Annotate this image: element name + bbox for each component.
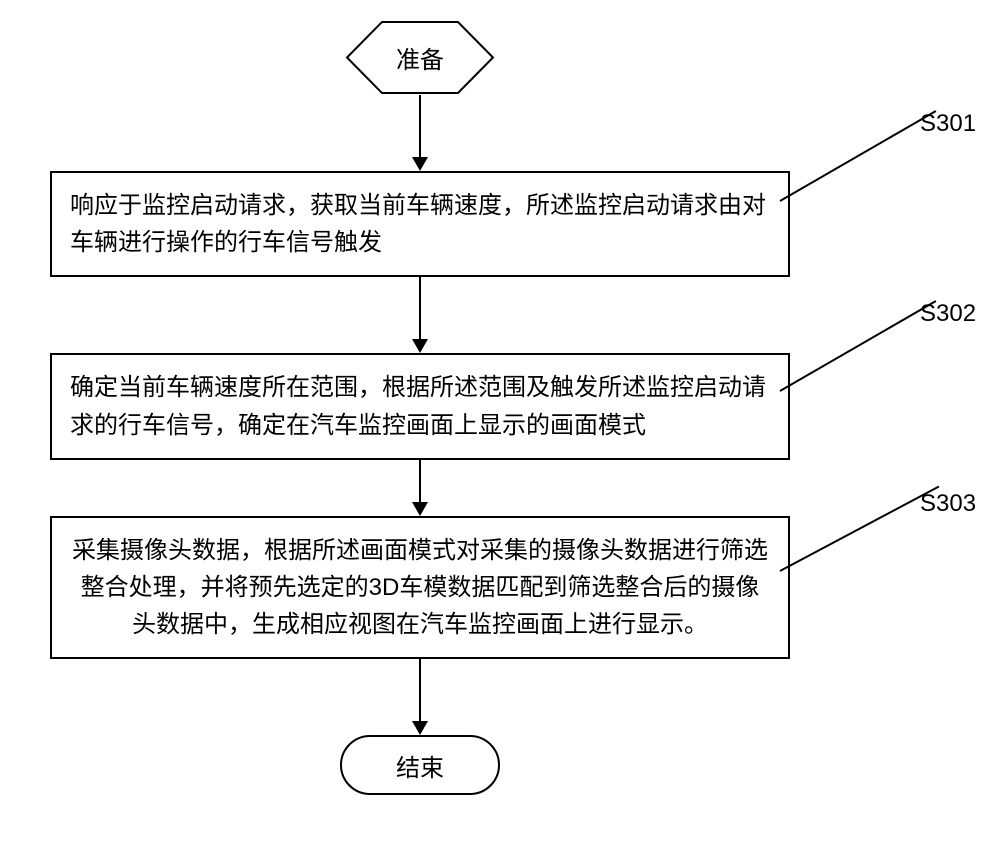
end-node: 结束 (340, 735, 500, 795)
ref-line-s303 (780, 486, 940, 572)
ref-line-s302 (780, 300, 937, 392)
process-s303: 采集摄像头数据，根据所述画面模式对采集的摄像头数据进行筛选整合处理，并将预先选定… (50, 516, 790, 660)
arrow-start-to-s301 (412, 95, 428, 171)
process-s301: 响应于监控启动请求，获取当前车辆速度，所述监控启动请求由对车辆进行操作的行车信号… (50, 171, 790, 277)
process-text: 确定当前车辆速度所在范围，根据所述范围及触发所述监控启动请求的行车信号，确定在汽… (70, 374, 766, 438)
arrow-s301-to-s302 (412, 277, 428, 353)
process-text: 响应于监控启动请求，获取当前车辆速度，所述监控启动请求由对车辆进行操作的行车信号… (70, 192, 766, 256)
start-node: 准备 (345, 20, 495, 95)
ref-label-s302: S302 (920, 300, 976, 328)
ref-line-s301 (780, 110, 937, 202)
process-s302: 确定当前车辆速度所在范围，根据所述范围及触发所述监控启动请求的行车信号，确定在汽… (50, 353, 790, 459)
end-label: 结束 (396, 748, 444, 783)
arrow-s302-to-s303 (412, 460, 428, 516)
ref-label-s303: S303 (920, 490, 976, 518)
process-text: 采集摄像头数据，根据所述画面模式对采集的摄像头数据进行筛选整合处理，并将预先选定… (72, 537, 768, 638)
start-label: 准备 (396, 40, 444, 75)
flowchart: 准备 响应于监控启动请求，获取当前车辆速度，所述监控启动请求由对车辆进行操作的行… (40, 20, 800, 795)
arrow-s303-to-end (412, 659, 428, 735)
ref-label-s301: S301 (920, 110, 976, 138)
